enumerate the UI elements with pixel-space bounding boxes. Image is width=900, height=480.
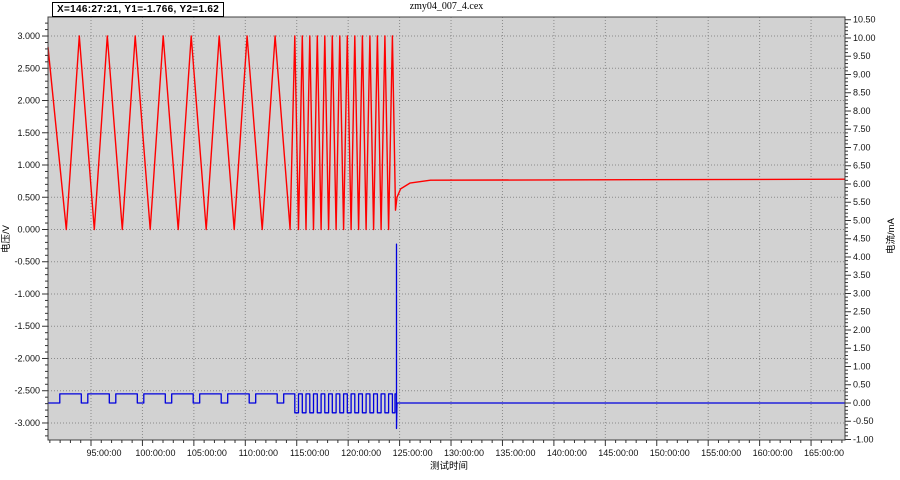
right-axis-tick-label: 2.50 [853,307,871,317]
left-axis-tick-label: 0.500 [17,192,40,202]
right-axis-tick-label: 9.50 [853,51,871,61]
left-axis-tick-label: 2.500 [17,63,40,73]
left-axis-tick-label: 1.000 [17,160,40,170]
x-axis-tick-label: 155:00:00 [701,448,741,458]
x-axis-tick-label: 135:00:00 [495,448,535,458]
left-axis-tick-label: -3.000 [14,418,40,428]
x-axis-tick-label: 120:00:00 [341,448,381,458]
left-axis-title: 电压/V [0,224,12,253]
left-axis-tick-label: -2.500 [14,386,40,396]
plot-frame [47,16,846,441]
left-axis-tick-label: 2.000 [17,96,40,106]
x-axis-tick-label: 110:00:00 [239,448,278,458]
right-axis-tick-label: 5.00 [853,215,871,225]
x-axis-tick-label: 165:00:00 [804,448,844,458]
series-layer [47,35,846,430]
right-axis-tick-label: 10.50 [853,15,876,25]
right-axis-tick-label: 2.00 [853,325,871,335]
chart-title: zmy04_007_4.cex [409,1,484,12]
x-axis-tick-label: 160:00:00 [753,448,793,458]
right-axis-tick-label: 7.00 [853,142,871,152]
left-axis-tick-label: -1.000 [14,289,40,299]
right-axis-tick-label: 4.00 [853,252,871,262]
right-axis-tick-label: 8.50 [853,88,871,98]
right-axis-tick-label: 1.50 [853,343,871,353]
plot-background [48,17,845,440]
voltage-series-line [47,35,846,231]
right-axis-tick-label: 4.50 [853,234,871,244]
right-axis-tick-label: 6.50 [853,161,871,171]
current-series-line [48,243,845,430]
right-axis-tick-label: 7.50 [853,124,871,134]
right-axis-tick-label: -0.50 [853,416,874,426]
x-axis-title: 测试时间 [430,460,468,472]
left-axis-tick-label: 1.500 [17,128,40,138]
left-axis-tick-label: -0.500 [14,257,40,267]
left-axis-tick-label: -2.000 [14,353,40,363]
axis-tick-layer [42,19,851,446]
left-axis-tick-label: -1.500 [14,321,40,331]
x-axis-tick-label: 105:00:00 [187,448,227,458]
right-axis-title: 电流/mA [885,217,897,254]
right-axis-tick-label: 0.50 [853,380,871,390]
left-axis-tick-label: 3.000 [17,31,40,41]
x-axis-tick-label: 145:00:00 [598,448,638,458]
right-axis-tick-label: 10.00 [853,33,876,43]
tick-label-layer: 3.000 2.500 2.000 1.500 1.000 0.500 0.000 -0.50… [14,15,875,458]
right-axis-tick-label: 3.00 [853,288,871,298]
left-axis-tick-label: 0.000 [17,224,40,234]
right-axis-tick-label: 3.50 [853,270,871,280]
x-axis-tick-label: 100:00:00 [135,448,175,458]
x-axis-tick-label: 115:00:00 [290,448,329,458]
right-axis-tick-label: 0.00 [853,398,871,408]
right-axis-tick-label: 1.00 [853,361,871,371]
x-axis-tick-label: 125:00:00 [393,448,433,458]
right-axis-tick-label: -1.00 [853,434,874,444]
right-axis-tick-label: 9.00 [853,69,871,79]
right-axis-tick-label: 8.00 [853,106,871,116]
right-axis-tick-label: 5.50 [853,197,871,207]
cursor-readout: X=146:27:21, Y1=-1.766, Y2=1.62 [52,2,225,17]
x-axis-tick-label: 140:00:00 [547,448,587,458]
x-axis-tick-label: 130:00:00 [444,448,484,458]
x-axis-tick-label: 95:00:00 [86,448,121,458]
x-axis-tick-label: 150:00:00 [650,448,690,458]
right-axis-tick-label: 6.00 [853,179,871,189]
